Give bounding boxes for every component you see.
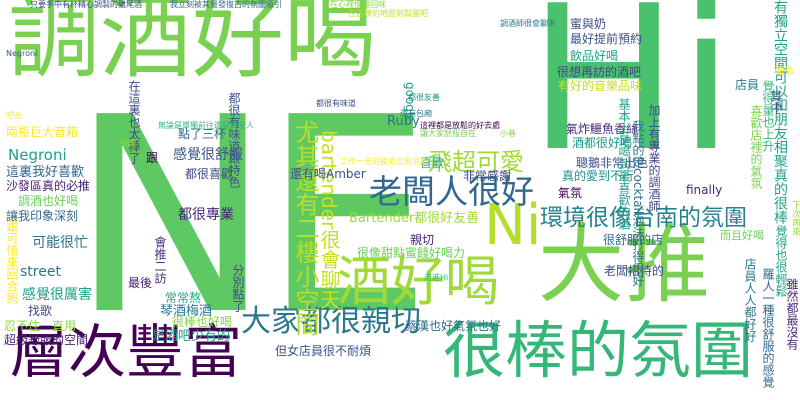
word-40: 喜歡 [420, 156, 445, 170]
word-32: 是酒吧少有的 [152, 329, 231, 344]
word-2: Hi [528, 0, 734, 196]
word-39: google [403, 82, 417, 123]
word-5: 很棒的氛圍 [443, 314, 754, 387]
word-72: 覺得量也上升 [761, 80, 775, 152]
word-15: 有獨立空間可以和朋友相聚真的很棒 [772, 0, 788, 224]
word-7: 酒好喝 [337, 250, 499, 313]
word-81: 我立刻被其量發復古的氛圍吸引 [170, 0, 282, 9]
word-89: 都很友善 [408, 93, 440, 102]
word-87: 無論是單獨前往還是與友人 [158, 121, 254, 130]
word-93: 空間 [120, 139, 136, 148]
word-60: 點了三杯 [178, 127, 227, 141]
word-34: 忍不住一直用 [4, 319, 77, 333]
word-96: 走進Hi [424, 273, 449, 282]
word-1: 調酒好喝 [8, 0, 377, 91]
word-33: 很棒也好喝 [172, 315, 233, 329]
word-92: 吧台 [6, 111, 22, 120]
word-14: bartender很會聊天 [317, 130, 341, 310]
word-44: 親切 [410, 233, 435, 247]
word-66: 跟 [146, 151, 159, 165]
word-12: 飛超可愛 [428, 148, 524, 176]
word-64: 會推二訪 [153, 236, 167, 284]
word-83: 在古樸的地面刻製圖吧 [348, 9, 428, 18]
word-37: Ruby [387, 114, 420, 129]
word-48: 蔡漢也好氣氛也好 [405, 319, 502, 333]
word-53: 酒都很好喝 [572, 136, 633, 150]
word-19: 感覺很舒服 [173, 147, 243, 163]
word-58: 有好的音樂品味 [558, 79, 643, 93]
word-62: 在這裏也太棒了 [127, 80, 141, 164]
word-68: 我點的是cocktail泡沫打得很好 [631, 120, 645, 287]
word-95: 工作一天的疲勞立刻消散 [340, 157, 428, 166]
word-78: 店員人人都好好 [743, 258, 757, 342]
word-63: 分別點了 [231, 264, 245, 312]
word-70: 加上有專業的調酒師 [647, 104, 661, 212]
word-30: 常常熬 [165, 291, 202, 305]
word-26: street [20, 264, 61, 280]
word-56: 飲品好喝 [570, 49, 619, 63]
word-43: 很像甜點蜜餞好喝力 [357, 246, 466, 260]
word-41: 還有喝Amber [290, 167, 366, 181]
word-52: 氣炸鱷魚香絲 [566, 122, 639, 136]
word-82: 在心裡慢慢回味 [330, 0, 386, 9]
word-24: 沙發區真的必推 [6, 179, 91, 193]
word-73: 喜歡店裡的氣氛 [749, 105, 763, 189]
word-57: 很想再訪的酒吧 [557, 65, 642, 79]
word-85: 讓大家舒服自在 [420, 129, 476, 138]
word-86: 還有包廂 [400, 109, 432, 118]
word-69: 基本上是喝到最喜歡的酒 [617, 98, 631, 230]
word-65: 其中 [769, 90, 783, 114]
word-46: 真的愛到不行 [562, 169, 635, 183]
word-75: 羅勒 [776, 67, 795, 77]
word-11: 環境很像台南的氛圍 [540, 205, 747, 231]
word-16: Negroni [8, 146, 67, 164]
word-71: 下次再來 [790, 200, 800, 236]
word-13: 尤其還有二樓小空間 [291, 120, 319, 336]
word-88: 這裡都是放鬆的好去處 [420, 121, 500, 130]
word-27: 感覺很厲害 [22, 287, 92, 303]
word-9: 老闆人很好 [369, 172, 534, 211]
word-28: 找歌 [28, 304, 53, 318]
word-35: 超級舒服的空間 [4, 333, 89, 347]
word-80: 只要手中有杯精心調製的雞尾酒 [30, 0, 142, 9]
word-6: 層次豐富 [10, 318, 243, 386]
word-22: 可能很忙 [32, 235, 88, 251]
word-76: 羅人一種很舒服的感覺 [761, 268, 775, 388]
word-38: Bartender都很好友善 [349, 211, 480, 226]
word-25: 調酒也好喝 [18, 194, 79, 208]
word-77: 雖然都最沒有 [785, 278, 799, 350]
word-67: finally [686, 183, 723, 197]
word-45: 聰鵝非常出色 [576, 156, 649, 170]
word-74: 覺得也很輕鬆 [774, 225, 788, 297]
word-84: 都很有味道 [316, 99, 356, 108]
word-54: 蜜與奶 [570, 17, 607, 31]
word-8: Ni [484, 193, 542, 258]
word-10: 大家都很親切 [241, 304, 421, 339]
word-59: 店員 [735, 78, 760, 92]
word-3: NE [70, 59, 433, 374]
word-18: 兩瓶巨大音箱 [6, 125, 79, 139]
word-51: 很舒服的店 [603, 233, 664, 247]
word-50: 老闆招待的 [604, 264, 665, 278]
word-91: Negroni [6, 49, 38, 58]
word-20: 都很喜歡 [185, 167, 234, 181]
word-4: 大推 [538, 215, 710, 315]
word-42: 非常感謝 [463, 169, 512, 183]
word-94: 小巷 [500, 129, 516, 138]
word-55: 最好提前預約 [570, 32, 643, 46]
word-31: 琴酒梅酒 [160, 304, 213, 319]
word-36: 跟可惜來回合照 [5, 220, 19, 304]
word-17: 這裏我好喜歡 [6, 165, 85, 180]
word-79: 而且好喝 [720, 229, 764, 242]
word-47: 氣氛 [558, 186, 583, 200]
word-29: 最後 [128, 276, 153, 290]
word-61: 都很有味道跟特色 [227, 92, 241, 188]
word-90: 調酒師很會聊天 [500, 19, 556, 28]
word-23: 讓我印象深刻 [6, 209, 79, 223]
word-21: 都很專業 [178, 207, 234, 223]
word-49: 但女店員很不耐煩 [275, 344, 372, 358]
